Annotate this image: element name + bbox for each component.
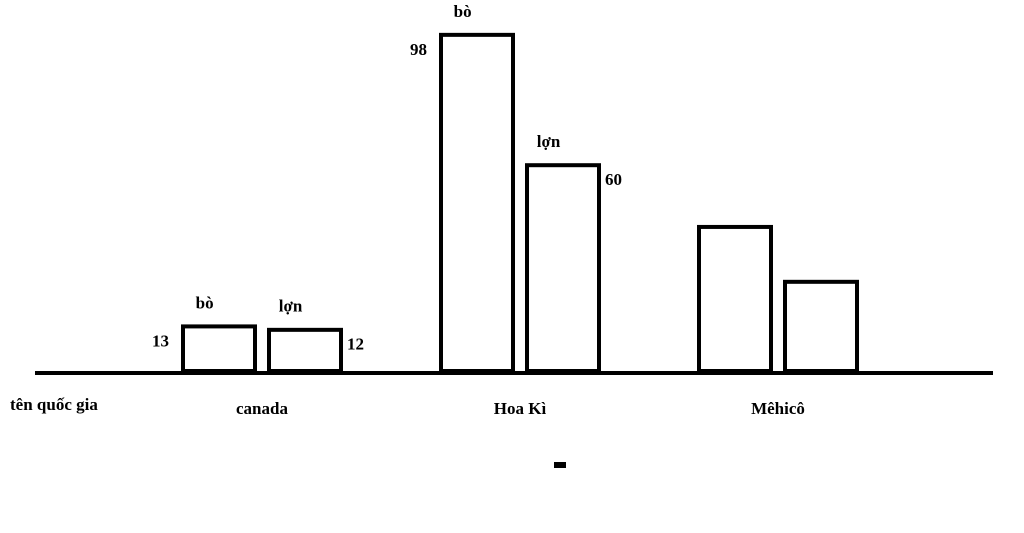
series-label: lợn	[537, 132, 561, 151]
series-label: lợn	[279, 297, 303, 316]
bar	[181, 324, 257, 374]
x-tick-label: canada	[236, 399, 288, 418]
bar	[439, 32, 515, 374]
value-label: 98	[410, 40, 427, 59]
stray-mark	[554, 462, 566, 468]
series-label: bò	[454, 2, 472, 21]
value-label: 13	[152, 331, 169, 350]
x-tick-label: Hoa Kì	[494, 399, 547, 418]
x-axis-label: tên quốc gia	[10, 395, 98, 414]
value-label: 12	[347, 335, 364, 354]
bar	[267, 327, 343, 373]
bar	[525, 163, 601, 373]
value-label: 60	[605, 170, 622, 189]
series-label: bò	[196, 293, 214, 312]
x-tick-label: Mêhicô	[751, 399, 805, 418]
bar	[783, 279, 859, 374]
bar	[697, 224, 773, 373]
